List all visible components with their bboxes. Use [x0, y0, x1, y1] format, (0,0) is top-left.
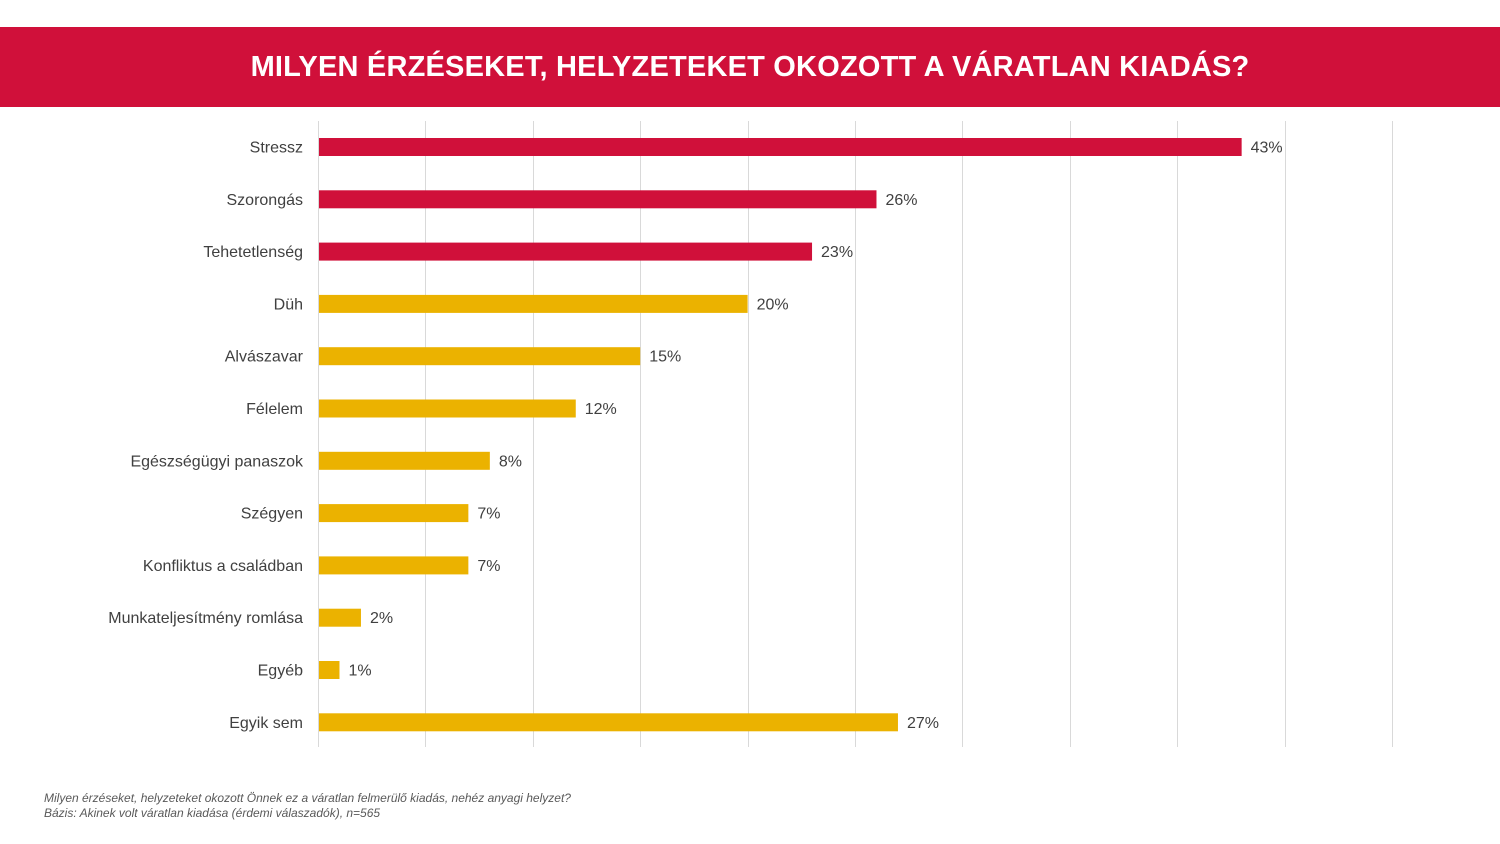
category-label: Düh: [274, 296, 303, 313]
category-label: Szorongás: [227, 192, 304, 209]
data-label: 2%: [370, 610, 393, 627]
footnote-question: Milyen érzéseket, helyzeteket okozott Ön…: [44, 791, 571, 805]
category-label: Egyik sem: [229, 715, 303, 732]
bar: [319, 294, 748, 313]
bar: [319, 608, 361, 627]
data-label: 20%: [757, 296, 789, 313]
data-label: 12%: [585, 401, 617, 418]
data-label: 26%: [885, 192, 917, 209]
footnote-base: Bázis: Akinek volt váratlan kiadása (érd…: [44, 806, 381, 820]
data-label: 7%: [477, 506, 500, 523]
data-label: 1%: [348, 663, 371, 680]
bar: [319, 399, 576, 418]
category-label: Egészségügyi panaszok: [130, 453, 304, 470]
category-label: Félelem: [246, 401, 303, 418]
bar: [319, 661, 340, 679]
bar: [319, 451, 490, 470]
category-label: Konfliktus a családban: [143, 558, 303, 575]
bar: [319, 190, 877, 209]
bar: [319, 556, 469, 575]
bar: [319, 138, 1242, 156]
data-label: 7%: [477, 558, 500, 575]
data-label: 15%: [649, 349, 681, 366]
category-label: Alvászavar: [225, 349, 304, 366]
category-label: Szégyen: [241, 506, 303, 523]
chart-title: MILYEN ÉRZÉSEKET, HELYZETEKET OKOZOTT A …: [250, 50, 1250, 83]
bar: [319, 713, 898, 732]
bar: [319, 504, 469, 523]
category-label: Stressz: [250, 140, 303, 157]
category-label: Tehetetlenség: [203, 244, 303, 261]
data-label: 23%: [821, 244, 853, 261]
data-label: 43%: [1251, 140, 1283, 157]
title-bar: MILYEN ÉRZÉSEKET, HELYZETEKET OKOZOTT A …: [0, 27, 1500, 107]
data-label: 27%: [907, 715, 939, 732]
bar: [319, 347, 641, 366]
category-label: Egyéb: [258, 663, 303, 680]
bar: [319, 242, 813, 261]
data-label: 8%: [499, 453, 522, 470]
category-label: Munkateljesítmény romlása: [108, 610, 303, 627]
